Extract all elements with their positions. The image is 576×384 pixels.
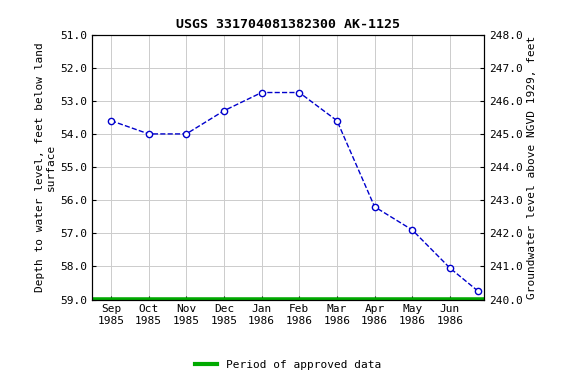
Y-axis label: Depth to water level, feet below land
surface: Depth to water level, feet below land su… — [35, 42, 56, 292]
Y-axis label: Groundwater level above NGVD 1929, feet: Groundwater level above NGVD 1929, feet — [526, 35, 537, 299]
Title: USGS 331704081382300 AK-1125: USGS 331704081382300 AK-1125 — [176, 18, 400, 31]
Legend: Period of approved data: Period of approved data — [191, 356, 385, 375]
